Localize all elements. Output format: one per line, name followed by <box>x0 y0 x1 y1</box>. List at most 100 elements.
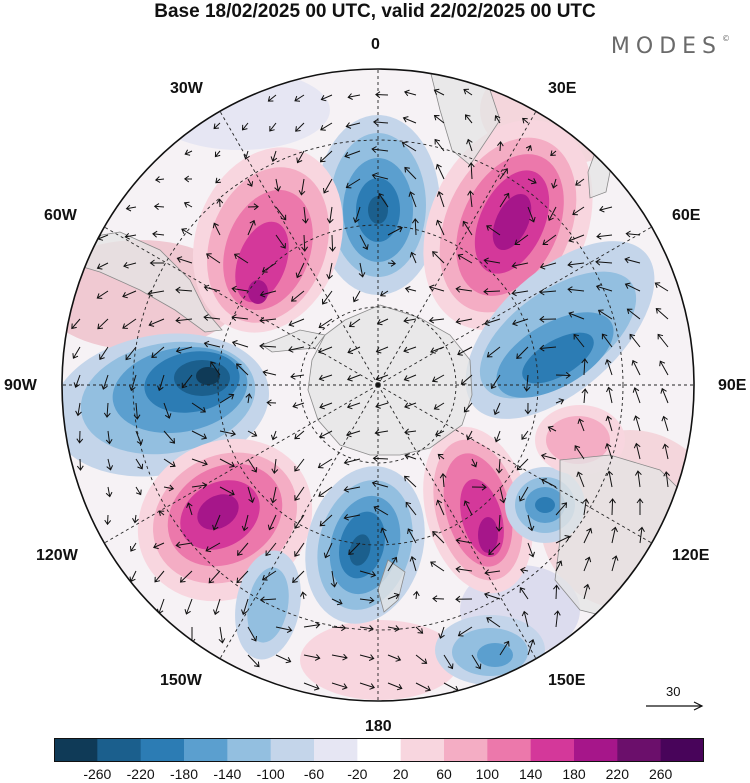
label-lon-60w: 60W <box>44 207 77 224</box>
wind-vector-arrow <box>583 556 592 572</box>
wind-vector-arrow <box>527 206 536 223</box>
wind-vector-arrow <box>241 598 249 616</box>
wind-vector-field <box>71 88 670 692</box>
colorbar-tick-label: -180 <box>169 766 199 782</box>
wind-vector-arrow <box>464 114 473 124</box>
colorbar-swatch <box>54 738 98 762</box>
wind-vector-arrow <box>434 138 445 152</box>
wind-vector-arrow <box>265 542 277 557</box>
wind-vector-arrow <box>638 526 645 544</box>
wind-vector-arrow <box>236 363 249 376</box>
wind-vector-arrow <box>567 261 585 268</box>
wind-vector-arrow <box>124 232 137 240</box>
wind-vector-arrow <box>269 122 277 132</box>
wind-vector-arrow <box>527 639 536 656</box>
wind-vector-arrow <box>76 458 84 471</box>
wind-vector-arrow <box>404 428 417 436</box>
wind-vector-arrow <box>330 570 338 588</box>
south-pole-marker <box>375 382 381 388</box>
wind-vector-arrow <box>288 318 305 327</box>
wind-vector-arrow <box>626 308 641 320</box>
wind-vector-arrow <box>275 234 286 249</box>
wind-vector-arrow <box>499 168 508 180</box>
brand-text: MODES <box>610 34 722 59</box>
wind-vector-arrow <box>175 316 193 324</box>
wind-vector-arrow <box>135 458 144 470</box>
wind-vector-arrow <box>483 288 501 295</box>
wind-vector-arrow <box>511 262 529 269</box>
wind-vector-arrow <box>633 442 641 460</box>
wind-vector-arrow <box>495 514 503 532</box>
antarctica <box>307 304 473 456</box>
wind-vector-arrow <box>348 542 361 555</box>
wind-vector-arrow <box>329 234 336 252</box>
wind-vector-arrow <box>497 141 504 152</box>
wind-vector-arrow <box>179 570 193 583</box>
label-lon-150w: 150W <box>160 672 202 689</box>
wind-vector-arrow <box>300 591 307 600</box>
wind-vector-arrow <box>323 542 333 559</box>
wind-vector-arrow <box>553 584 560 600</box>
wind-vector-arrow <box>96 262 109 270</box>
wind-vector-arrow <box>437 453 445 460</box>
wind-vector-arrow <box>191 458 208 467</box>
wind-vector-arrow <box>183 201 193 208</box>
wind-vector-arrow <box>371 172 389 180</box>
wind-vector-arrow <box>605 415 613 432</box>
wind-vector-arrow <box>275 206 287 221</box>
wind-vector-arrow <box>633 415 641 432</box>
wind-vector-arrow <box>247 486 255 504</box>
wind-vector-arrow <box>598 205 613 213</box>
wind-vector-arrow <box>428 316 445 324</box>
wind-vector-arrow <box>455 318 473 325</box>
wind-vector-arrow <box>275 654 292 664</box>
wind-vector-arrow <box>104 514 112 526</box>
wind-vector-arrow <box>435 219 445 236</box>
wind-vector-arrow <box>521 610 529 628</box>
wind-vector-arrow <box>428 284 445 292</box>
wind-vector-arrow <box>434 430 445 437</box>
wind-vector-arrow <box>294 430 305 440</box>
wind-vector-arrow <box>376 318 389 326</box>
wind-vector-arrow <box>402 116 417 124</box>
wind-vector-arrow <box>467 190 474 208</box>
colorbar-tick-label: 60 <box>436 766 452 782</box>
wind-vector-arrow <box>101 374 109 390</box>
wind-vector-arrow <box>123 261 137 269</box>
colorbar-swatch <box>530 738 575 762</box>
wind-vector-arrow <box>539 262 557 270</box>
meridians <box>62 69 694 701</box>
wind-vector-arrow <box>663 471 670 488</box>
wind-vector-arrow <box>404 402 417 409</box>
wind-vector-arrow <box>359 234 369 250</box>
wind-vector-arrow <box>409 556 417 572</box>
wind-vector-arrow <box>326 262 333 280</box>
wind-vector-arrow <box>203 284 221 292</box>
wind-vector-arrow <box>233 253 249 264</box>
wind-vector-arrow <box>611 555 619 572</box>
wind-vector-arrow <box>210 361 221 376</box>
wind-vector-arrow <box>181 374 193 389</box>
wind-vector-arrow <box>130 542 137 552</box>
wind-vector-arrow <box>547 206 557 222</box>
vector-reference: 30 <box>646 684 706 714</box>
colorbar-tick-label: -20 <box>347 766 368 782</box>
wind-vector-arrow <box>373 505 389 516</box>
wind-vector-arrow <box>371 480 389 488</box>
wind-vector-arrow <box>542 234 557 245</box>
wind-vector-arrow <box>219 393 235 404</box>
brand-logo: MODES© <box>611 34 730 59</box>
wind-vector-arrow <box>347 346 361 355</box>
wind-vector-arrow <box>466 138 473 152</box>
colorbar-swatch <box>617 738 662 762</box>
wind-vector-arrow <box>247 626 257 642</box>
colorbar-swatch <box>400 738 445 762</box>
wind-vector-arrow <box>629 333 641 348</box>
wind-vector-arrow <box>346 402 361 410</box>
wind-vector-arrow <box>75 402 82 417</box>
wind-vector-arrow <box>657 333 669 348</box>
wind-vector-arrow <box>203 340 221 348</box>
wind-vector-arrow <box>490 374 501 390</box>
wind-vector-arrow <box>295 122 305 132</box>
brand-mark: © <box>722 34 730 43</box>
